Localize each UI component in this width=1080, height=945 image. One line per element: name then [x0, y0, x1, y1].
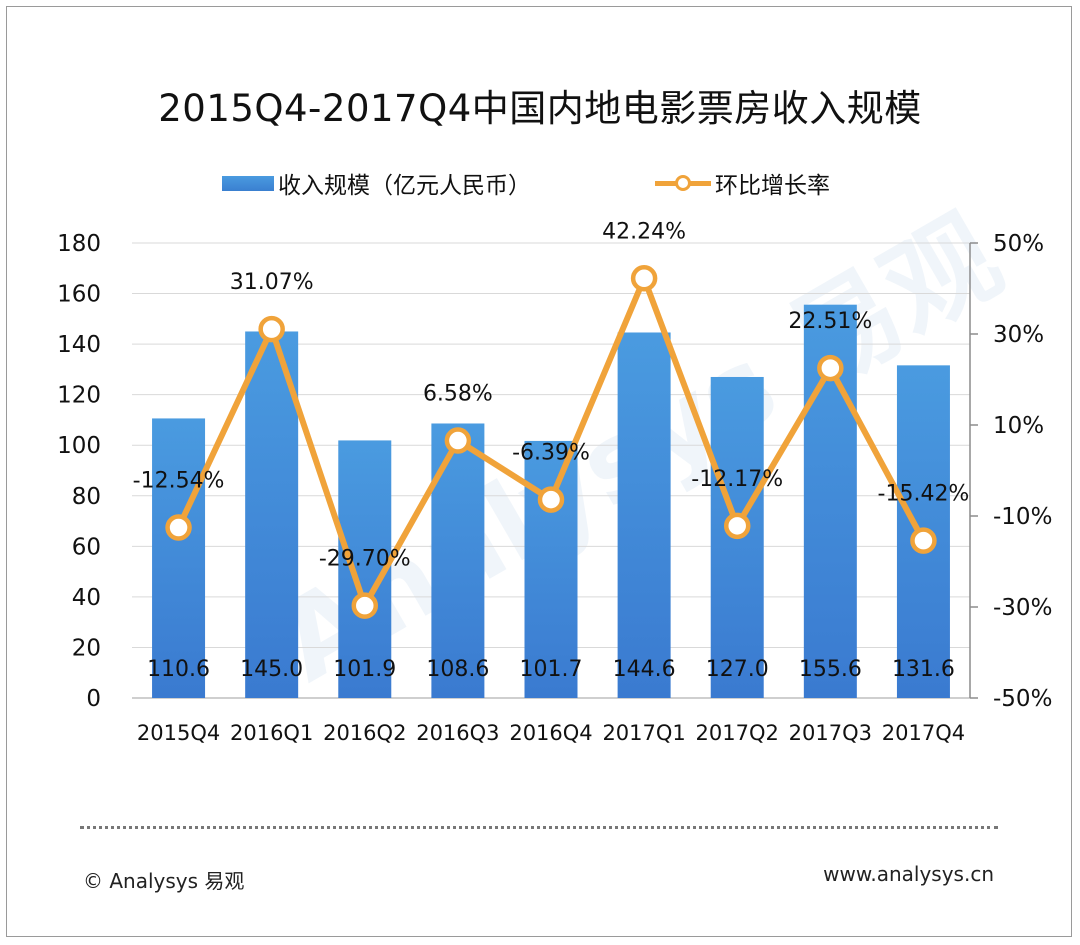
legend-label-growth: 环比增长率 [715, 173, 830, 199]
growth-value-label: -29.70% [319, 547, 411, 572]
growth-value-label: 31.07% [230, 270, 314, 295]
bar-value-label: 127.0 [706, 657, 769, 682]
y-left-tick-label: 0 [86, 686, 101, 712]
x-tick-label: 2016Q2 [323, 721, 406, 745]
y-left-tick-label: 120 [57, 383, 101, 409]
growth-value-label: 42.24% [602, 219, 686, 244]
y-right-tick-label: 50% [993, 231, 1044, 257]
footer-website: www.analysys.cn [823, 862, 994, 886]
x-tick-label: 2016Q4 [509, 721, 592, 745]
bar-value-label: 155.6 [799, 657, 862, 682]
footer-copyright: © Analysys 易观 [83, 869, 245, 893]
growth-point [723, 512, 751, 540]
growth-point [258, 315, 285, 343]
x-tick-label: 2017Q4 [882, 721, 965, 745]
growth-value-label: -6.39% [512, 441, 590, 466]
growth-value-label: 22.51% [788, 309, 872, 334]
x-tick-label: 2017Q1 [602, 721, 685, 745]
x-tick-label: 2015Q4 [137, 721, 220, 745]
bar-value-label: 131.6 [892, 657, 955, 682]
y-left-tick-label: 140 [57, 332, 101, 358]
growth-point [910, 527, 937, 554]
bar [524, 440, 578, 698]
growth-point [444, 427, 472, 454]
footer-divider [80, 826, 998, 829]
y-left-tick-label: 100 [57, 433, 101, 459]
bar-value-label: 145.0 [240, 657, 303, 682]
bar-value-label: 110.6 [147, 657, 210, 682]
legend-item-revenue: 收入规模（亿元人民币） [222, 166, 531, 200]
y-left-tick-label: 20 [72, 635, 101, 661]
y-right-tick-label: 30% [993, 322, 1044, 348]
x-tick-label: 2017Q3 [789, 721, 872, 745]
legend: 收入规模（亿元人民币） 环比增长率 [0, 166, 1080, 200]
chart-title: 2015Q4-2017Q4中国内地电影票房收入规模 [158, 87, 922, 130]
legend-bar-swatch [222, 175, 274, 191]
bar [617, 332, 671, 698]
x-tick-label: 2017Q2 [696, 721, 779, 745]
bar-value-label: 144.6 [613, 657, 676, 682]
bar [152, 418, 206, 698]
bar-value-label: 101.7 [520, 657, 583, 682]
y-left-tick-label: 80 [72, 484, 101, 510]
growth-point [165, 514, 192, 541]
y-right-tick-label: -10% [993, 504, 1052, 530]
growth-value-label: -15.42% [878, 482, 970, 507]
growth-point [537, 486, 565, 513]
growth-point [351, 592, 379, 619]
y-right-tick-label: -30% [993, 595, 1052, 621]
growth-point [817, 354, 844, 382]
legend-line-swatch [655, 173, 711, 193]
bar-value-label: 108.6 [426, 657, 489, 682]
y-left-tick-label: 160 [57, 282, 101, 308]
y-left-tick-label: 40 [72, 585, 101, 611]
y-left-tick-label: 180 [57, 231, 101, 257]
legend-item-growth: 环比增长率 [655, 166, 830, 200]
growth-value-label: 6.58% [423, 382, 493, 407]
growth-value-label: -12.17% [691, 467, 783, 492]
bar-value-label: 101.9 [333, 657, 396, 682]
x-tick-label: 2016Q3 [416, 721, 499, 745]
y-right-tick-label: -50% [993, 686, 1052, 712]
y-left-tick-label: 60 [72, 534, 101, 560]
growth-value-label: -12.54% [133, 469, 225, 494]
chart-frame [6, 6, 1072, 937]
legend-label-revenue: 收入规模（亿元人民币） [278, 173, 531, 199]
y-right-tick-label: 10% [993, 413, 1044, 439]
growth-point [630, 265, 658, 292]
x-tick-label: 2016Q1 [230, 721, 313, 745]
bar [245, 331, 299, 698]
